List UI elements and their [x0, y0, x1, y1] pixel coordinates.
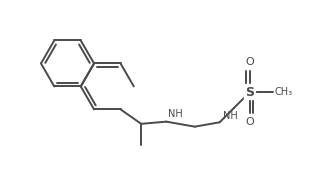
Text: NH: NH [223, 111, 237, 121]
Text: O: O [245, 117, 254, 127]
Text: CH₃: CH₃ [275, 87, 293, 97]
Text: NH: NH [168, 109, 182, 119]
Text: S: S [245, 85, 254, 99]
Text: O: O [245, 57, 254, 68]
